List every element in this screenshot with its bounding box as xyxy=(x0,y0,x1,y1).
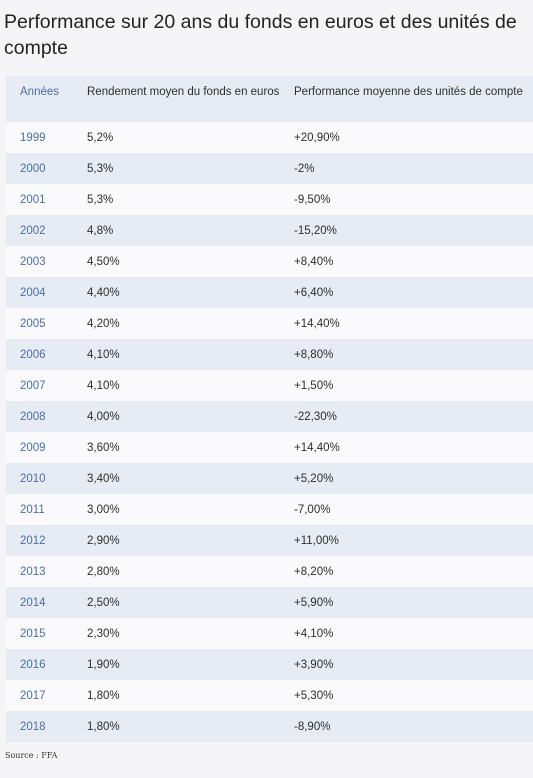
table-row: 2016 1,90% +3,90% xyxy=(6,649,533,680)
year-cell: 2016 xyxy=(20,658,46,671)
unites-compte-cell: +3,90% xyxy=(294,658,334,671)
performance-table-container: Années Rendement moyen du fonds en euros… xyxy=(6,76,533,742)
source-note: Source : FFA xyxy=(5,751,58,760)
fonds-euros-cell: 4,00% xyxy=(87,410,120,423)
table-row: 2005 4,20% +14,40% xyxy=(6,308,533,339)
table-row: 2002 4,8% -15,20% xyxy=(6,215,533,246)
table-row: 2013 2,80% +8,20% xyxy=(6,556,533,587)
unites-compte-cell: +14,40% xyxy=(294,317,340,330)
page-title: Performance sur 20 ans du fonds en euros… xyxy=(4,11,517,59)
fonds-euros-cell: 3,40% xyxy=(87,472,120,485)
table-header: Années Rendement moyen du fonds en euros… xyxy=(6,76,533,122)
table-row: 2014 2,50% +5,90% xyxy=(6,587,533,618)
fonds-euros-cell: 5,2% xyxy=(87,131,114,144)
year-cell: 2008 xyxy=(20,410,46,423)
table-row: 2001 5,3% -9,50% xyxy=(6,184,533,215)
year-cell: 2006 xyxy=(20,348,46,361)
unites-compte-cell: +5,90% xyxy=(294,596,334,609)
unites-compte-cell: -15,20% xyxy=(294,224,337,237)
unites-compte-cell: -9,50% xyxy=(294,193,331,206)
fonds-euros-cell: 1,80% xyxy=(87,720,120,733)
unites-compte-cell: +5,30% xyxy=(294,689,334,702)
table-row: 2003 4,50% +8,40% xyxy=(6,246,533,277)
fonds-euros-cell: 4,50% xyxy=(87,255,120,268)
table-row: 2011 3,00% -7,00% xyxy=(6,494,533,525)
year-cell: 2011 xyxy=(20,503,45,516)
year-cell: 2014 xyxy=(20,596,46,609)
table-row: 2007 4,10% +1,50% xyxy=(6,370,533,401)
unites-compte-cell: +20,90% xyxy=(294,131,340,144)
year-cell: 2017 xyxy=(20,689,46,702)
unites-compte-cell: +1,50% xyxy=(294,379,334,392)
year-cell: 2010 xyxy=(20,472,46,485)
year-cell: 2005 xyxy=(20,317,46,330)
fonds-euros-cell: 2,30% xyxy=(87,627,120,640)
table-row: 2004 4,40% +6,40% xyxy=(6,277,533,308)
table-row: 2009 3,60% +14,40% xyxy=(6,432,533,463)
unites-compte-cell: +5,20% xyxy=(294,472,334,485)
fonds-euros-cell: 4,8% xyxy=(87,224,114,237)
column-header-years: Années xyxy=(20,86,60,98)
year-cell: 1999 xyxy=(20,131,46,144)
fonds-euros-cell: 4,40% xyxy=(87,286,120,299)
year-cell: 2018 xyxy=(20,720,46,733)
fonds-euros-cell: 1,90% xyxy=(87,658,120,671)
fonds-euros-cell: 3,60% xyxy=(87,441,120,454)
unites-compte-cell: -22,30% xyxy=(294,410,337,423)
fonds-euros-cell: 3,00% xyxy=(87,503,120,516)
year-cell: 2009 xyxy=(20,441,46,454)
fonds-euros-cell: 2,50% xyxy=(87,596,120,609)
table-row: 2008 4,00% -22,30% xyxy=(6,401,533,432)
unites-compte-cell: +6,40% xyxy=(294,286,334,299)
fonds-euros-cell: 4,20% xyxy=(87,317,120,330)
unites-compte-cell: +8,20% xyxy=(294,565,334,578)
unites-compte-cell: +4,10% xyxy=(294,627,334,640)
year-cell: 2012 xyxy=(20,534,46,547)
table-row: 2018 1,80% -8,90% xyxy=(6,711,533,742)
year-cell: 2015 xyxy=(20,627,46,640)
fonds-euros-cell: 2,90% xyxy=(87,534,120,547)
year-cell: 2003 xyxy=(20,255,46,268)
year-cell: 2001 xyxy=(20,193,46,206)
year-cell: 2004 xyxy=(20,286,46,299)
table-header-row: Années Rendement moyen du fonds en euros… xyxy=(6,76,533,122)
performance-table: Années Rendement moyen du fonds en euros… xyxy=(6,76,533,742)
unites-compte-cell: +14,40% xyxy=(294,441,340,454)
column-header-fonds-euros: Rendement moyen du fonds en euros xyxy=(87,86,280,98)
fonds-euros-cell: 5,3% xyxy=(87,193,114,206)
column-header-unites-compte: Performance moyenne des unités de compte xyxy=(294,86,523,98)
fonds-euros-cell: 4,10% xyxy=(87,348,120,361)
table-row: 2015 2,30% +4,10% xyxy=(6,618,533,649)
unites-compte-cell: +8,40% xyxy=(294,255,334,268)
fonds-euros-cell: 5,3% xyxy=(87,162,114,175)
fonds-euros-cell: 2,80% xyxy=(87,565,120,578)
table-row: 2010 3,40% +5,20% xyxy=(6,463,533,494)
table-row: 1999 5,2% +20,90% xyxy=(6,122,533,153)
table-body: 1999 5,2% +20,90% 2000 5,3% -2% 2001 5,3% -9,50%… xyxy=(6,122,533,742)
fonds-euros-cell: 1,80% xyxy=(87,689,120,702)
table-row: 2000 5,3% -2% xyxy=(6,153,533,184)
fonds-euros-cell: 4,10% xyxy=(87,379,120,392)
year-cell: 2002 xyxy=(20,224,46,237)
table-row: 2012 2,90% +11,00% xyxy=(6,525,533,556)
unites-compte-cell: -8,90% xyxy=(294,720,331,733)
unites-compte-cell: +8,80% xyxy=(294,348,334,361)
unites-compte-cell: +11,00% xyxy=(294,534,339,547)
unites-compte-cell: -7,00% xyxy=(294,503,331,516)
table-row: 2017 1,80% +5,30% xyxy=(6,680,533,711)
year-cell: 2007 xyxy=(20,379,46,392)
table-row: 2006 4,10% +8,80% xyxy=(6,339,533,370)
year-cell: 2013 xyxy=(20,565,46,578)
unites-compte-cell: -2% xyxy=(294,162,315,175)
year-cell: 2000 xyxy=(20,162,46,175)
